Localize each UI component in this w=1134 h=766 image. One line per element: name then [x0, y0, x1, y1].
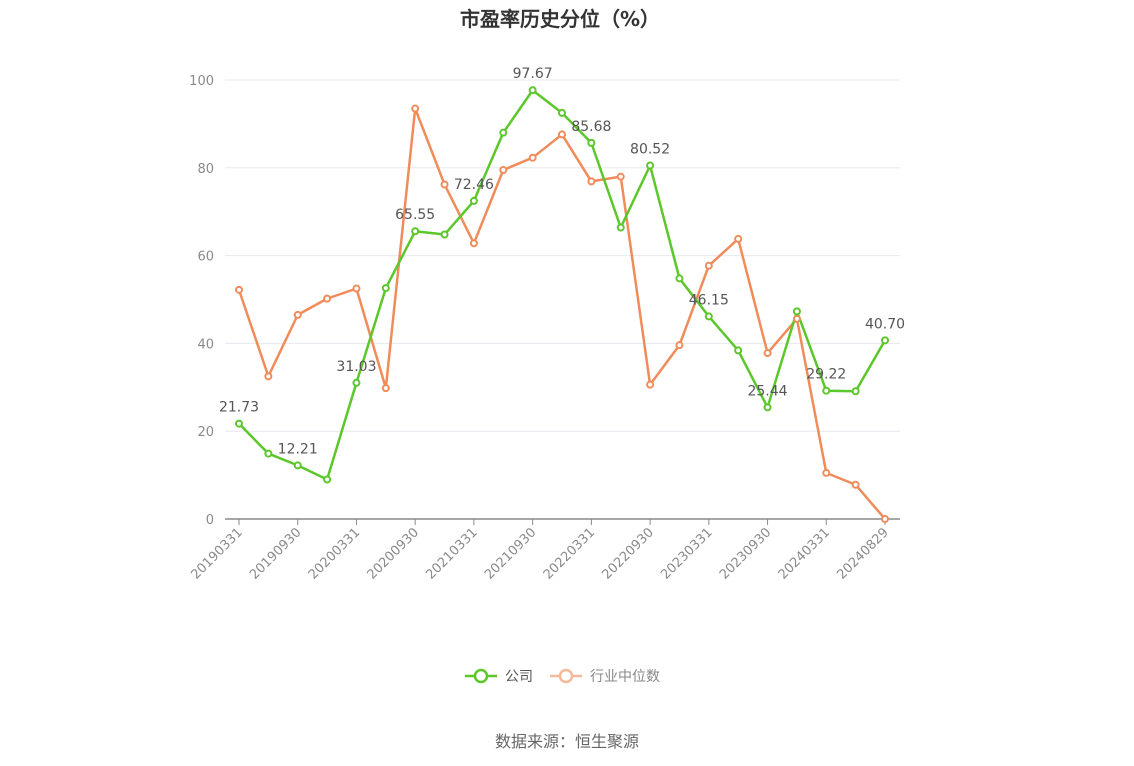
- data-label: 31.03: [336, 359, 376, 375]
- source-text: 数据来源：恒生聚源: [495, 732, 639, 751]
- data-point: [352, 284, 361, 293]
- legend-marker: [473, 668, 489, 684]
- data-point: [675, 341, 684, 350]
- data-point: [763, 403, 772, 412]
- data-point: [469, 196, 478, 205]
- data-point: [558, 130, 566, 139]
- data-point: [704, 312, 713, 321]
- y-tick-label: 80: [197, 162, 214, 177]
- data-point: [851, 480, 860, 489]
- data-point: [675, 274, 684, 283]
- data-point: [881, 336, 889, 345]
- x-tick-label: 20190930: [247, 525, 304, 582]
- series-lines: [237, 88, 887, 520]
- x-tick-label: 20230930: [717, 525, 774, 582]
- data-point: [587, 177, 596, 186]
- x-tick-label: 20220930: [600, 525, 657, 582]
- data-point: [323, 294, 332, 303]
- x-tick-label: 20210930: [482, 525, 539, 582]
- x-tick-label: 20220331: [541, 525, 598, 582]
- data-point: [293, 310, 302, 319]
- data-point: [587, 138, 596, 147]
- series-points: [235, 86, 889, 523]
- data-point: [235, 419, 243, 428]
- data-point: [440, 180, 449, 189]
- legend-item-0[interactable]: 公司: [465, 668, 533, 685]
- data-point: [411, 227, 420, 236]
- data-label: 80.52: [630, 142, 670, 158]
- data-point: [763, 349, 772, 358]
- data-labels: 21.73 12.21 31.03 65.55 72.46 97.67 85.68 80.52…: [219, 66, 905, 457]
- y-tick-label: 0: [206, 513, 214, 528]
- data-point: [381, 284, 390, 293]
- data-point: [822, 386, 831, 395]
- data-point: [293, 461, 302, 470]
- y-tick-label: 100: [189, 74, 214, 89]
- x-tick-label: 20200930: [365, 525, 422, 582]
- data-point: [440, 230, 449, 239]
- data-point: [411, 104, 420, 113]
- x-axis: 20190331 20190930 20200331 20200930 20210331…: [188, 518, 900, 583]
- data-point: [499, 128, 508, 137]
- x-tick-label: 20190331: [188, 525, 245, 582]
- data-label: 46.15: [689, 292, 729, 308]
- data-point: [264, 372, 273, 381]
- data-point: [381, 384, 390, 393]
- data-point: [352, 378, 361, 387]
- legend-label: 行业中位数: [590, 669, 660, 685]
- data-point: [235, 285, 243, 294]
- data-point: [851, 387, 860, 396]
- y-tick-label: 60: [197, 250, 214, 265]
- x-tick-label: 20240331: [776, 525, 833, 582]
- data-point: [528, 153, 537, 162]
- data-label: 12.21: [278, 441, 318, 457]
- legend-marker: [558, 668, 574, 684]
- data-point: [499, 165, 508, 174]
- series-line-1: [237, 107, 886, 520]
- legend-label: 公司: [505, 669, 533, 685]
- data-point: [734, 234, 743, 243]
- series-line-0: [238, 88, 887, 481]
- y-tick-label: 40: [197, 337, 214, 352]
- x-tick-label: 20210331: [423, 525, 480, 582]
- legend-item-1[interactable]: 行业中位数: [550, 668, 660, 685]
- chart-title: 市盈率历史分位（%）: [460, 7, 660, 31]
- data-label: 97.67: [513, 66, 553, 82]
- data-point: [264, 449, 273, 458]
- legend[interactable]: 公司 行业中位数: [465, 668, 660, 685]
- data-point: [616, 223, 625, 232]
- data-label: 85.68: [571, 119, 611, 135]
- x-tick-label: 20200331: [306, 525, 363, 582]
- data-point: [646, 380, 655, 389]
- data-label: 21.73: [219, 400, 259, 416]
- data-point: [792, 307, 801, 316]
- x-tick-label: 20230331: [658, 525, 715, 582]
- data-point: [616, 172, 625, 181]
- data-point: [528, 86, 537, 95]
- data-point: [646, 161, 655, 170]
- data-point: [558, 108, 566, 117]
- data-point: [704, 261, 713, 270]
- data-label: 40.70: [865, 316, 905, 332]
- data-label: 65.55: [395, 207, 435, 223]
- data-label: 29.22: [806, 367, 846, 383]
- data-point: [469, 239, 478, 248]
- x-tick-label: 20240829: [834, 525, 891, 582]
- data-label: 72.46: [454, 177, 494, 193]
- data-point: [881, 515, 889, 523]
- y-axis: 0 20 40 60 80 100: [189, 74, 214, 528]
- y-tick-label: 20: [197, 425, 214, 440]
- data-point: [734, 346, 743, 355]
- data-point: [822, 468, 831, 477]
- data-point: [323, 475, 332, 484]
- data-label: 25.44: [747, 383, 787, 399]
- data-point: [792, 314, 801, 323]
